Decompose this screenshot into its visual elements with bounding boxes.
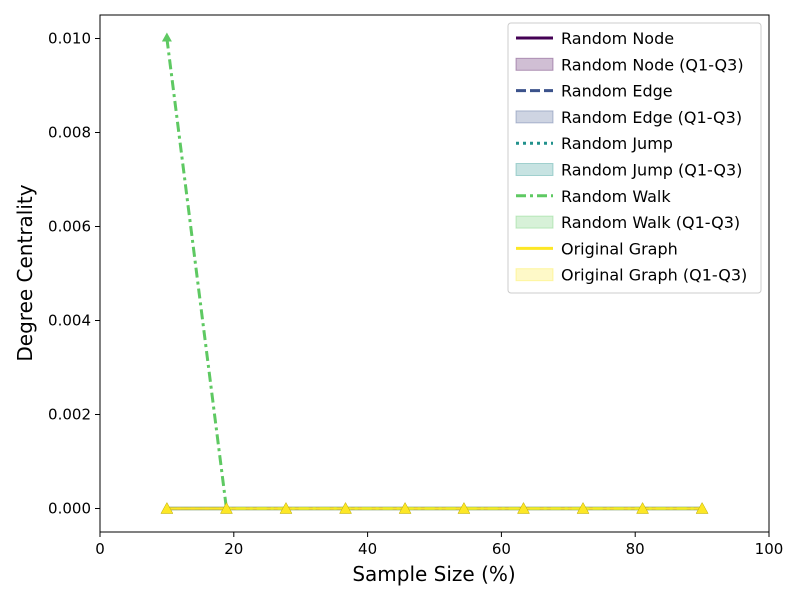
legend-band-swatch <box>515 268 554 282</box>
legend-label: Random Walk (Q1-Q3) <box>561 213 740 232</box>
x-tick-label: 80 <box>626 540 645 558</box>
original-graph-marker <box>576 501 590 514</box>
y-tick-label: 0.002 <box>48 406 91 424</box>
legend-label: Random Jump (Q1-Q3) <box>561 161 742 180</box>
legend-label: Random Walk <box>561 187 671 206</box>
original-graph-marker <box>457 501 471 514</box>
y-tick-label: 0.006 <box>48 218 91 236</box>
original-graph-marker <box>398 501 412 514</box>
legend-label: Random Edge (Q1-Q3) <box>561 108 742 127</box>
x-tick-label: 60 <box>492 540 511 558</box>
y-tick-label: 0.008 <box>48 124 91 142</box>
legend-label: Original Graph (Q1-Q3) <box>561 266 747 285</box>
original-graph-marker <box>636 501 649 514</box>
original-graph-marker <box>695 501 709 514</box>
y-axis-title: Degree Centrality <box>13 184 37 361</box>
legend-label: Random Node (Q1-Q3) <box>561 55 744 74</box>
x-tick-label: 0 <box>95 540 105 558</box>
original-graph-marker <box>160 501 174 514</box>
x-tick-label: 40 <box>358 540 377 558</box>
legend-band-swatch <box>515 215 554 229</box>
legend-band-swatch <box>515 163 554 176</box>
original-graph-marker <box>339 501 352 514</box>
legend-band-swatch <box>515 57 554 71</box>
legend-label: Random Jump <box>561 134 673 153</box>
legend-box <box>507 22 762 294</box>
legend-label: Random Node <box>561 29 674 48</box>
x-axis-title: Sample Size (%) <box>352 562 515 586</box>
x-tick-label: 20 <box>224 540 243 558</box>
legend: Random Node Random Node (Q1-Q3) Random Edg… <box>507 22 762 294</box>
legend-band-swatch <box>515 110 554 124</box>
random-walk-marker <box>161 32 172 42</box>
original-graph-marker <box>517 501 530 514</box>
original-graph-marker <box>220 501 233 514</box>
x-tick-label: 100 <box>755 540 784 558</box>
plot-frame <box>99 14 770 533</box>
legend-label: Random Edge <box>561 82 673 101</box>
y-tick-label: 0.000 <box>48 500 91 518</box>
y-tick-label: 0.010 <box>48 30 91 48</box>
original-graph-marker <box>279 501 293 514</box>
y-tick-label: 0.004 <box>48 312 91 330</box>
legend-label: Original Graph <box>561 239 678 258</box>
